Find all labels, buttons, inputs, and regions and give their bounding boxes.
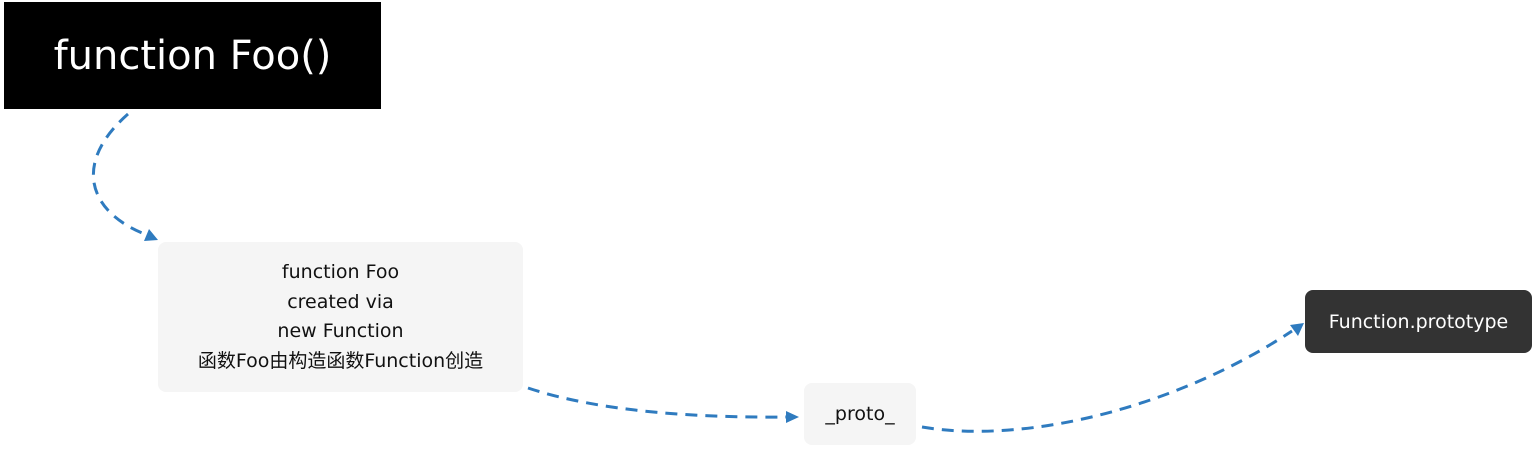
foo-line-4: 函数Foo由构造函数Function创造 <box>197 349 484 372</box>
title-node: function Foo() <box>4 2 381 109</box>
arrowhead-foo <box>144 229 158 241</box>
foo-line-2: created via <box>287 290 394 313</box>
arrowhead-proto <box>786 411 799 423</box>
edge-title-to-foo <box>91 112 151 238</box>
edge-foo-to-proto <box>527 386 789 419</box>
title-label: function Foo() <box>53 32 332 79</box>
proto-label: _proto_ <box>825 403 895 425</box>
proto-node: _proto_ <box>804 383 916 445</box>
function-prototype-label: Function.prototype <box>1328 310 1509 333</box>
arrowhead-function-prototype <box>1290 323 1304 336</box>
function-prototype-node: Function.prototype <box>1305 290 1532 353</box>
foo-line-1: function Foo <box>281 261 400 283</box>
foo-function-node: function Foo created via new Function 函数… <box>158 242 523 392</box>
foo-line-3: new Function <box>277 320 404 342</box>
edge-proto-to-function-prototype <box>921 329 1293 433</box>
